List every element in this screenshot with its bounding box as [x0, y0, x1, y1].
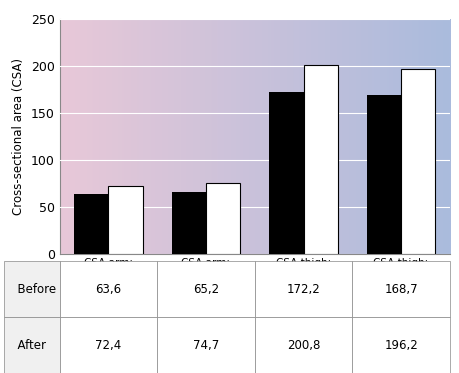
Bar	[367, 95, 401, 254]
Bar	[74, 194, 108, 254]
Bar	[401, 69, 435, 254]
Bar	[108, 186, 143, 254]
Bar	[206, 184, 240, 254]
Bar	[303, 65, 338, 254]
Bar	[172, 192, 206, 254]
Y-axis label: Cross-sectional area (CSA): Cross-sectional area (CSA)	[12, 58, 25, 214]
Bar	[269, 92, 303, 254]
